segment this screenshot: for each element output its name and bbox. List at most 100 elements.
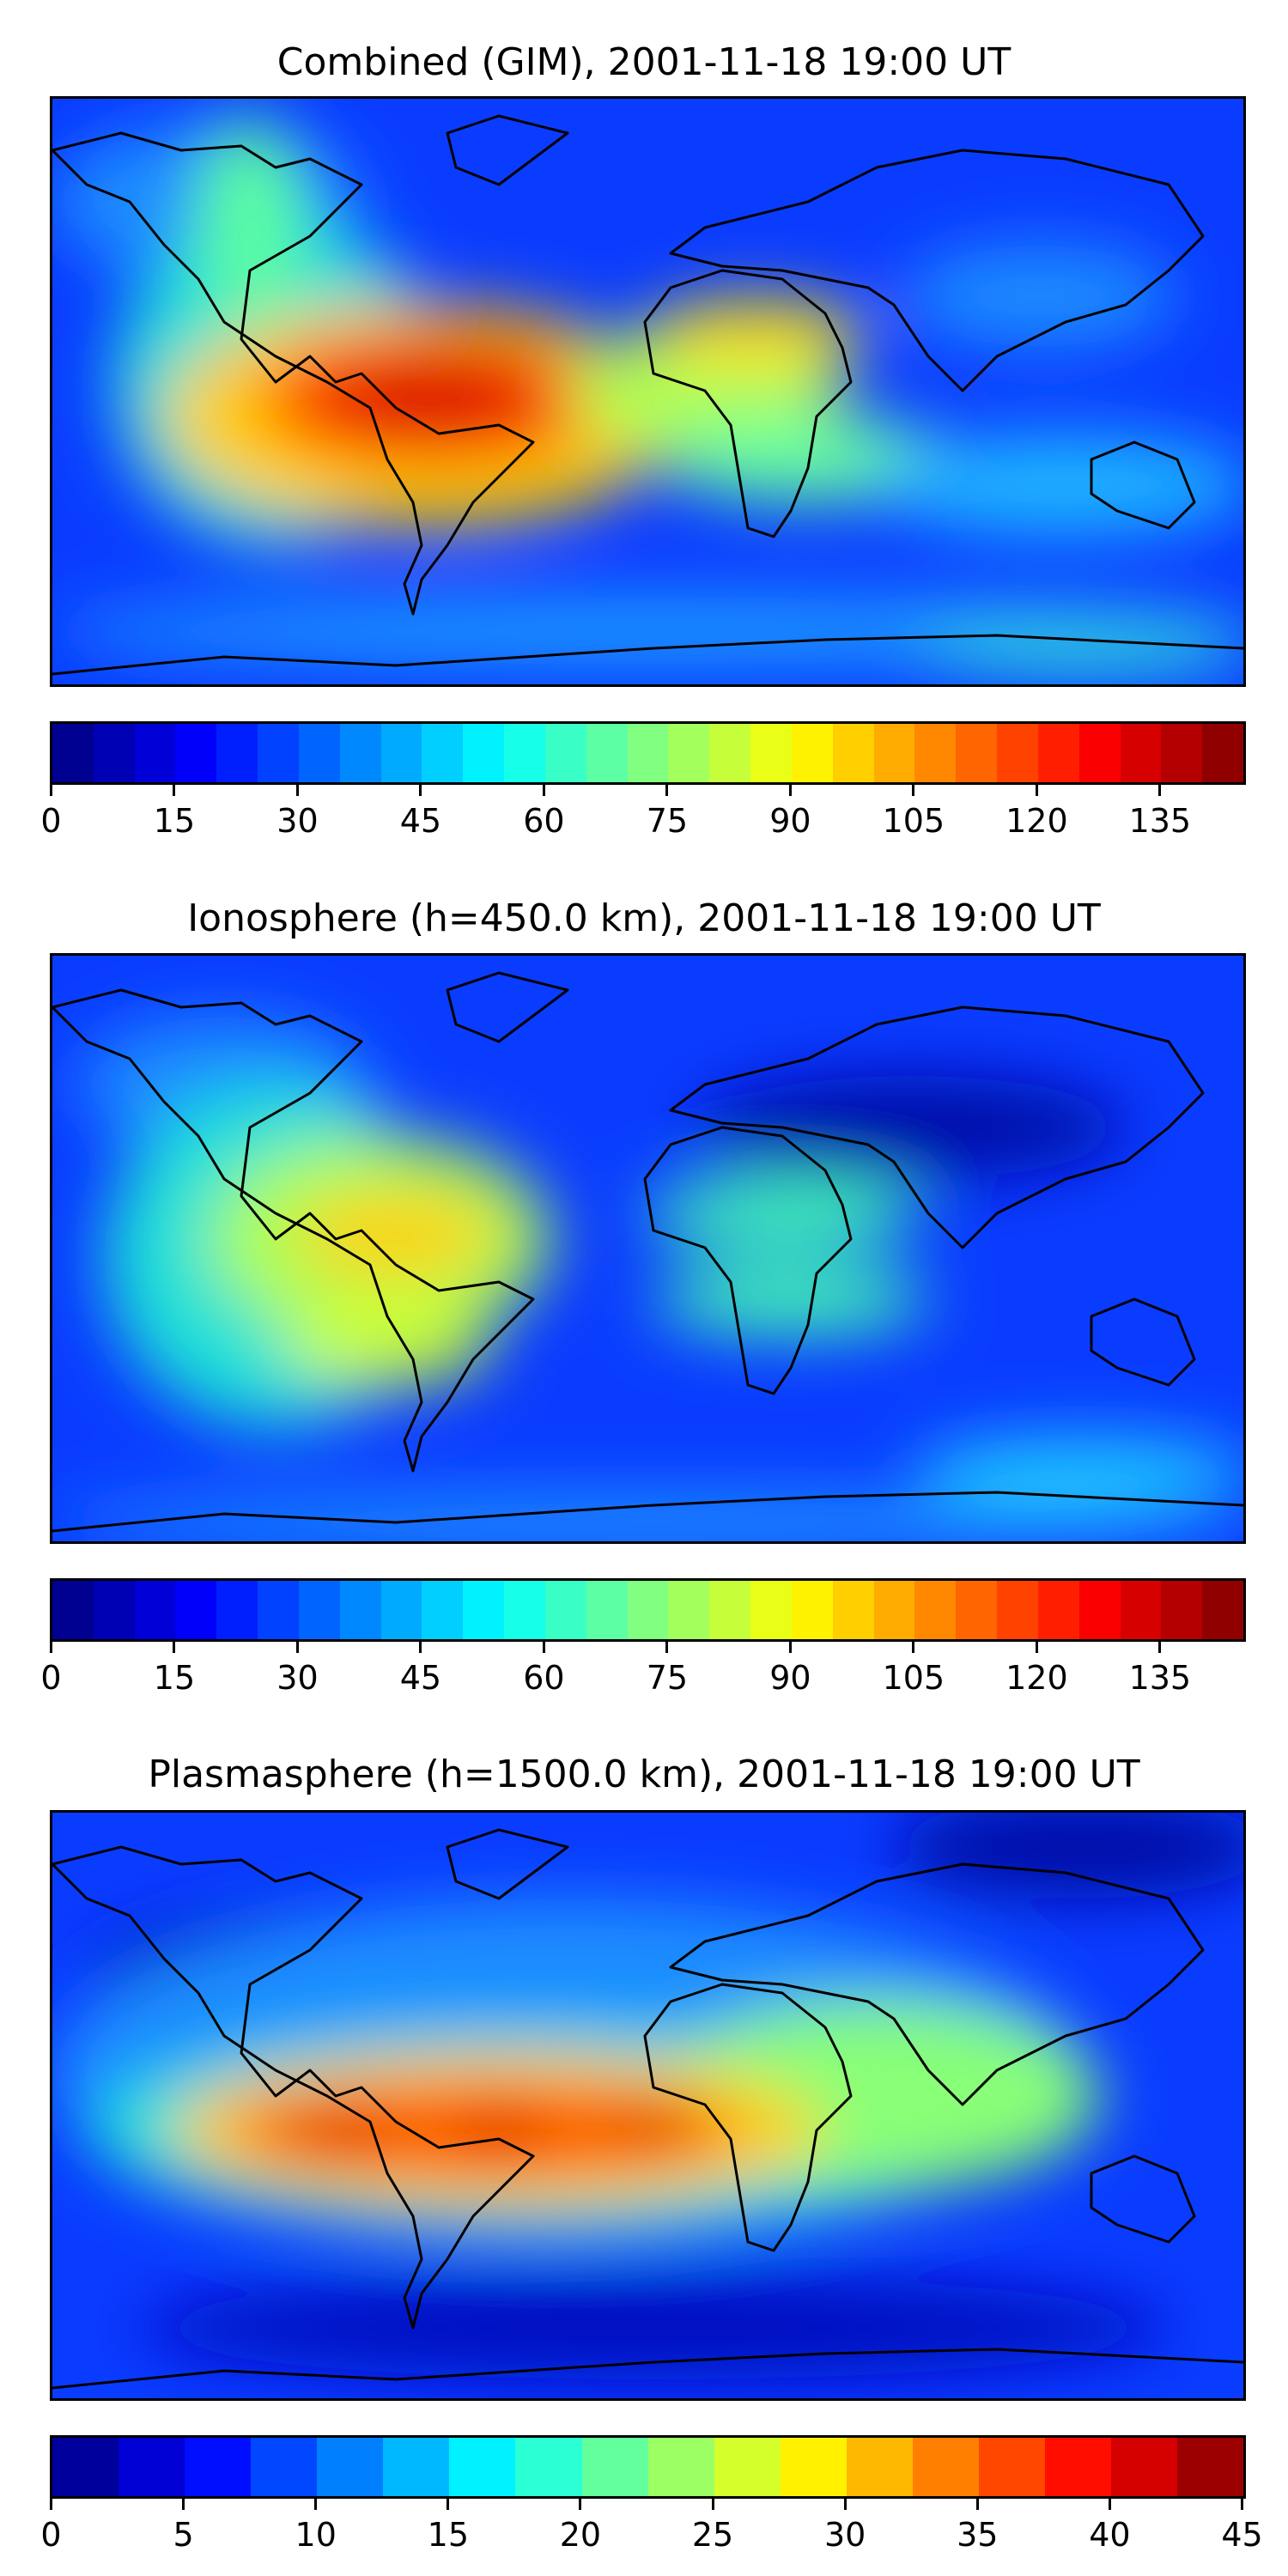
colorbar-tick-mark — [912, 785, 915, 796]
colorbar-segment — [463, 1581, 505, 1639]
colorbar-segment — [422, 724, 464, 782]
colorbar-segment — [383, 2438, 450, 2496]
colorbar-segment — [714, 2438, 781, 2496]
colorbar-segment — [791, 1581, 833, 1639]
colorbar-segment — [317, 2438, 384, 2496]
colorbar-tick-mark — [419, 785, 422, 796]
colorbar-tick-label: 75 — [646, 1659, 689, 1697]
colorbar-segment — [258, 724, 299, 782]
colorbar-segment — [750, 1581, 792, 1639]
colorbar-tick-mark — [295, 785, 299, 796]
colorbar-tick-mark — [419, 1642, 422, 1653]
colorbar-segment — [544, 724, 586, 782]
panel-3-colorbar — [50, 2435, 1246, 2499]
colorbar-tick-label: 45 — [1221, 2516, 1263, 2554]
panel-3-map — [50, 1810, 1246, 2401]
colorbar-segment — [1161, 1581, 1203, 1639]
colorbar-tick-label: 10 — [295, 2516, 337, 2554]
colorbar-segment — [93, 724, 135, 782]
colorbar-tick-mark — [173, 1642, 176, 1653]
colorbar-tick-mark — [173, 785, 176, 796]
colorbar-segment — [422, 1581, 464, 1639]
colorbar-segment — [1111, 2438, 1178, 2496]
colorbar-segment — [1202, 1581, 1244, 1639]
colorbar-segment — [914, 1581, 957, 1639]
panel-1-title: Combined (GIM), 2001-11-18 19:00 UT — [276, 40, 1012, 84]
colorbar-segment — [978, 2438, 1045, 2496]
colorbar-tick-mark — [50, 1642, 52, 1653]
colorbar-tick-mark — [665, 1642, 669, 1653]
colorbar-tick-label: 30 — [276, 802, 319, 840]
colorbar-segment — [134, 724, 176, 782]
colorbar-tick-mark — [788, 1642, 792, 1653]
panel-2-colorbar-ticks: 0 15 30 45 60 75 90 105 120 135 — [40, 1642, 1246, 1697]
colorbar-segment — [791, 724, 833, 782]
colorbar-tick-mark — [579, 2499, 582, 2510]
colorbar-segment — [832, 1581, 874, 1639]
colorbar-tick-label: 40 — [1089, 2516, 1131, 2554]
colorbar-tick-mark — [542, 1642, 545, 1653]
colorbar-tick-label: 45 — [399, 802, 442, 840]
colorbar-segment — [709, 724, 751, 782]
colorbar-tick-mark — [912, 1642, 915, 1653]
colorbar-segment — [1078, 724, 1121, 782]
colorbar-segment — [544, 1581, 586, 1639]
colorbar-tick-mark — [788, 785, 792, 796]
panel-1-map — [50, 96, 1246, 687]
colorbar-tick-mark — [843, 2499, 847, 2510]
colorbar-segment — [780, 2438, 847, 2496]
colorbar-segment — [175, 724, 217, 782]
panel-3-colorbar-ticks: 0 5 10 15 20 25 30 35 40 45 — [40, 2499, 1263, 2554]
colorbar-tick-mark — [50, 785, 52, 796]
colorbar-segment — [912, 2438, 979, 2496]
colorbar-tick-label: 30 — [823, 2516, 866, 2554]
colorbar-segment — [118, 2438, 185, 2496]
panel-2-colorbar — [50, 1578, 1246, 1642]
colorbar-tick-mark — [711, 2499, 714, 2510]
colorbar-segment — [750, 724, 792, 782]
colorbar-tick-mark — [542, 785, 545, 796]
colorbar-tick-mark — [1241, 2499, 1243, 2510]
colorbar-tick-label: 30 — [276, 1659, 319, 1697]
colorbar-segment — [1078, 1581, 1121, 1639]
colorbar-segment — [832, 724, 874, 782]
colorbar-segment — [997, 724, 1038, 782]
colorbar-segment — [1161, 724, 1203, 782]
colorbar-segment — [380, 1581, 422, 1639]
colorbar-segment — [914, 724, 957, 782]
colorbar-segment — [647, 2438, 714, 2496]
colorbar-segment — [627, 724, 669, 782]
colorbar-tick-label: 135 — [1128, 1659, 1192, 1697]
colorbar-segment — [298, 724, 340, 782]
colorbar-tick-label: 120 — [1005, 1659, 1068, 1697]
colorbar-tick-mark — [1035, 785, 1038, 796]
colorbar-tick-mark — [1035, 1642, 1038, 1653]
colorbar-segment — [956, 1581, 998, 1639]
colorbar-segment — [52, 2438, 119, 2496]
colorbar-segment — [586, 724, 628, 782]
colorbar-segment — [134, 1581, 176, 1639]
colorbar-segment — [515, 2438, 582, 2496]
panel-2-title: Ionosphere (h=450.0 km), 2001-11-18 19:0… — [187, 896, 1101, 940]
colorbar-tick-label: 0 — [40, 2516, 62, 2554]
panel-1-colorbar-ticks: 0 15 30 45 60 75 90 105 120 135 — [40, 785, 1246, 840]
colorbar-segment — [1037, 1581, 1079, 1639]
colorbar-tick-label: 105 — [882, 1659, 945, 1697]
colorbar-tick-mark — [1158, 785, 1162, 796]
colorbar-segment — [339, 1581, 381, 1639]
colorbar-segment — [1044, 2438, 1111, 2496]
colorbar-segment — [627, 1581, 669, 1639]
colorbar-segment — [504, 724, 545, 782]
colorbar-segment — [1037, 724, 1079, 782]
colorbar-tick-label: 15 — [427, 2516, 470, 2554]
colorbar-segment — [1177, 2438, 1244, 2496]
colorbar-tick-mark — [182, 2499, 185, 2510]
colorbar-segment — [339, 724, 381, 782]
colorbar-segment — [216, 724, 258, 782]
colorbar-tick-label: 35 — [957, 2516, 999, 2554]
colorbar-tick-label: 120 — [1005, 802, 1068, 840]
colorbar-segment — [873, 1581, 915, 1639]
colorbar-tick-label: 20 — [559, 2516, 602, 2554]
colorbar-segment — [709, 1581, 751, 1639]
colorbar-tick-label: 105 — [882, 802, 945, 840]
